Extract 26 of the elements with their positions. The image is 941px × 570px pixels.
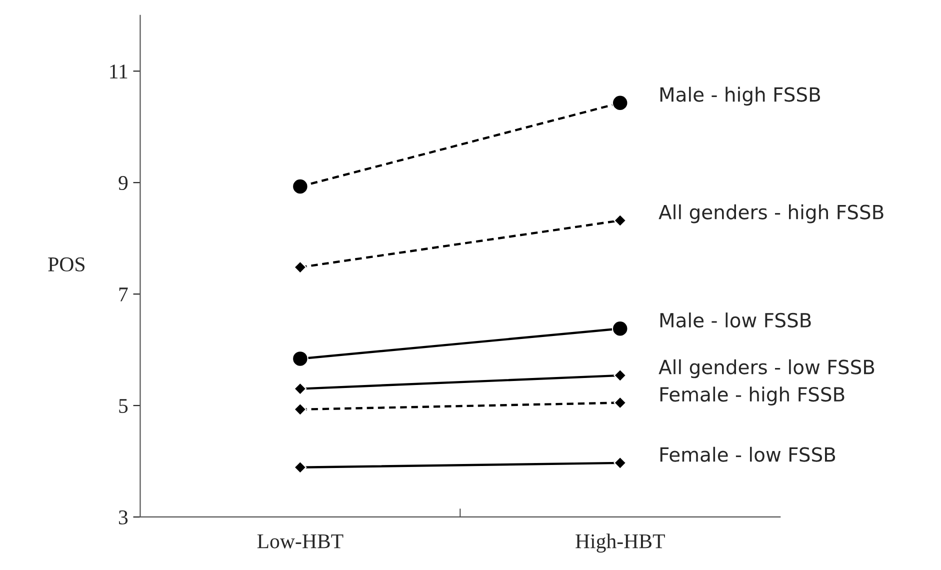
series-label: Female - high FSSB bbox=[660, 386, 844, 406]
point bbox=[614, 456, 627, 470]
point bbox=[292, 350, 308, 367]
y-axis-title: POS bbox=[48, 257, 85, 272]
series-label: Female - low FSSB bbox=[660, 446, 836, 462]
series-label: Male - high FSSB bbox=[660, 86, 820, 106]
point bbox=[294, 382, 307, 396]
series-label: All genders - high FSSB bbox=[658, 204, 884, 224]
y-tick-label: 5 bbox=[119, 399, 128, 413]
series-label: Male - low FSSB bbox=[660, 312, 811, 328]
y-tick-label: 11 bbox=[110, 64, 128, 78]
y-tick-label: 9 bbox=[118, 176, 128, 190]
x-tick-label: Low-HBT bbox=[257, 534, 344, 548]
x-tick-label: High-HBT bbox=[576, 534, 665, 553]
y-tick-label: 3 bbox=[118, 510, 128, 524]
point bbox=[294, 403, 307, 416]
point bbox=[612, 94, 628, 112]
point bbox=[292, 178, 308, 195]
point bbox=[294, 460, 307, 474]
point bbox=[614, 369, 627, 382]
point bbox=[612, 320, 628, 337]
point bbox=[614, 214, 627, 227]
point bbox=[294, 260, 307, 274]
point bbox=[614, 396, 627, 410]
series-label: All genders - low FSSB bbox=[658, 359, 874, 378]
y-tick-label: 7 bbox=[119, 288, 128, 302]
